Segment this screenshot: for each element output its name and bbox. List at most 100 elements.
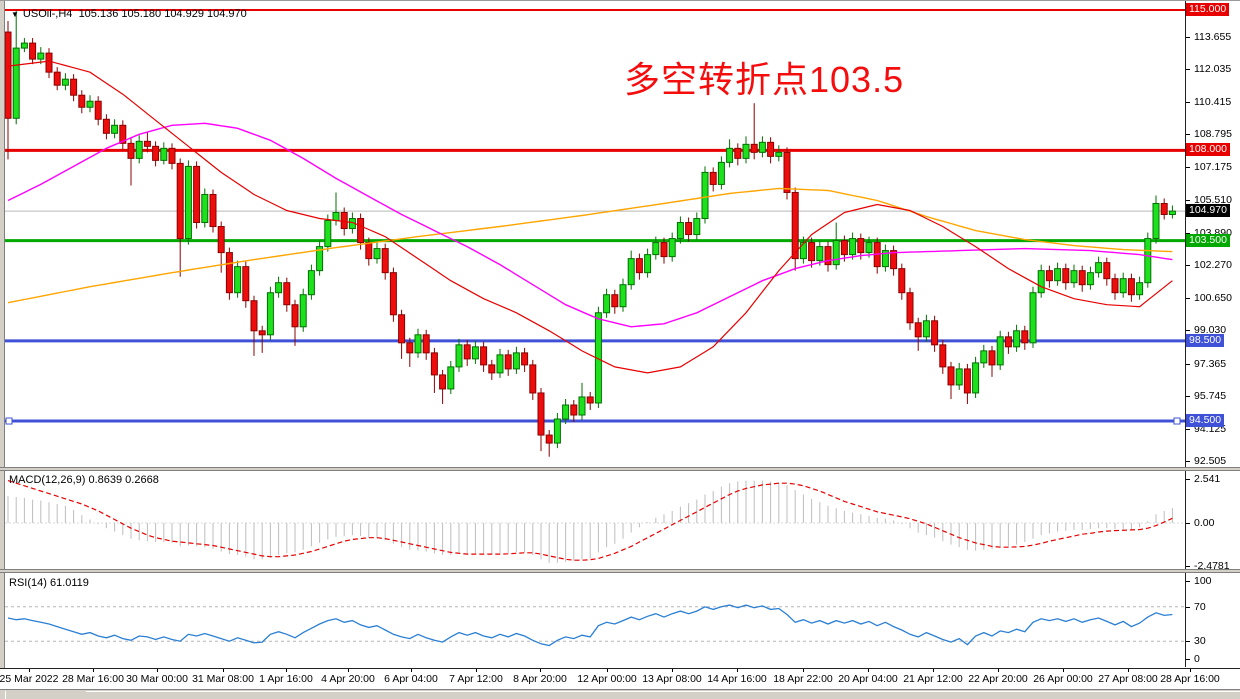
rsi-name: RSI(14) (9, 577, 47, 589)
text-annotation[interactable]: 多空转折点103.5 (624, 59, 905, 100)
macd-values: 0.8639 0.2668 (88, 474, 159, 486)
time-tick-label: 31 Mar 08:00 (192, 673, 254, 685)
axis-tick-label: 108.795 (1194, 128, 1232, 140)
axis-tick-mark (1186, 233, 1190, 234)
axis-tick-mark (1186, 461, 1190, 462)
macd-histogram (7, 480, 1173, 563)
axis-tick-label: 110.415 (1194, 96, 1232, 108)
candles-group (4, 10, 1176, 457)
time-axis[interactable]: 25 Mar 2022 28 Mar 16:00 30 Mar 00:00 31 Ma… (0, 668, 1240, 689)
panel-separator-macd-rsi[interactable] (0, 569, 1240, 573)
axis-tick-mark (1186, 429, 1190, 430)
axis-tick-label: 30 (1194, 635, 1206, 647)
symbol-timeframe-label: USOil-,H4 (22, 8, 73, 20)
axis-tick-mark (1186, 167, 1190, 168)
price-tag-94.500[interactable]: 94.500 (1186, 414, 1225, 427)
axis-tick-mark (1186, 659, 1190, 660)
axis-tick-label: 105.510 (1194, 194, 1232, 206)
axis-tick-label: 112.035 (1194, 63, 1232, 75)
chart-tabs-rest (86, 691, 1240, 699)
level-handle[interactable] (5, 417, 13, 425)
axis-tick-mark (1186, 607, 1190, 608)
price-tag-115.000[interactable]: 115.000 (1186, 3, 1230, 16)
time-tick-label: 14 Apr 16:00 (707, 673, 767, 685)
panel-separator-main-macd[interactable] (0, 467, 1240, 471)
axis-tick-label: 97.365 (1194, 358, 1227, 370)
time-tick-label: 4 Apr 20:00 (321, 673, 375, 685)
time-tick-label: 1 Apr 16:00 (259, 673, 313, 685)
level-handle[interactable] (1173, 417, 1181, 425)
time-tick-mark (803, 669, 804, 672)
price-tag-104.970[interactable]: 104.970 (1186, 204, 1230, 217)
axis-tick-label: 2.541 (1194, 473, 1221, 485)
time-tick-label: 28 Mar 16:00 (62, 673, 124, 685)
time-tick-mark (1128, 669, 1129, 672)
time-tick-mark (607, 669, 608, 672)
price-tag-103.500[interactable]: 103.500 (1186, 234, 1230, 247)
window-left-border (0, 1, 5, 699)
time-tick-label: 6 Apr 04:00 (384, 673, 438, 685)
time-tick-mark (868, 669, 869, 672)
time-tick-mark (286, 669, 287, 672)
axis-tick-mark (1186, 330, 1190, 331)
axis-tick-mark (1186, 265, 1190, 266)
axis-tick-mark (1186, 134, 1190, 135)
time-tick-label: 22 Apr 20:00 (968, 673, 1028, 685)
time-tick-mark (476, 669, 477, 672)
axis-tick-label: 107.175 (1194, 161, 1232, 173)
time-tick-mark (540, 669, 541, 672)
axis-tick-mark (1186, 581, 1190, 582)
price-tag-108.000[interactable]: 108.000 (1186, 143, 1230, 156)
rsi-line (7, 604, 1173, 647)
axis-tick-mark (1186, 298, 1190, 299)
axis-tick-label: 102.270 (1194, 259, 1232, 271)
axis-tick-mark (1186, 523, 1190, 524)
ma-mid-line (7, 122, 1173, 328)
axis-tick-mark (1186, 200, 1190, 201)
time-tick-label: 26 Apr 00:00 (1033, 673, 1093, 685)
time-tick-mark (348, 669, 349, 672)
time-tick-mark (411, 669, 412, 672)
chart-title: ▼ USOil-,H4 105.136 105.180 104.929 104.9… (11, 8, 247, 20)
axis-tick-mark (1186, 396, 1190, 397)
rsi-indicator-label: RSI(14) 61.0119 (9, 577, 89, 589)
time-tick-label: 20 Apr 04:00 (838, 673, 898, 685)
price-axis-border (1185, 1, 1186, 667)
axis-tick-mark (1186, 102, 1190, 103)
axis-tick-label: 113.655 (1194, 31, 1232, 43)
axis-tick-mark (1186, 479, 1190, 480)
time-tick-mark (933, 669, 934, 672)
time-tick-label: 21 Apr 12:00 (903, 673, 963, 685)
ohlc-readout: 105.136 105.180 104.929 104.970 (78, 8, 247, 20)
time-tick-mark (93, 669, 94, 672)
axis-tick-label: 0.00 (1194, 517, 1215, 529)
time-tick-label: 8 Apr 20:00 (513, 673, 567, 685)
time-tick-label: 18 Apr 22:00 (773, 673, 833, 685)
ma-slow-line (7, 187, 1173, 304)
time-tick-mark (737, 669, 738, 672)
time-tick-mark (157, 669, 158, 672)
chart-tabs-bar[interactable] (0, 689, 1240, 699)
time-tick-mark (1190, 669, 1191, 672)
axis-tick-mark (1186, 364, 1190, 365)
macd-indicator-label: MACD(12,26,9) 0.8639 0.2668 (9, 474, 159, 486)
rsi-value: 61.0119 (49, 577, 89, 589)
time-tick-mark (672, 669, 673, 672)
axis-tick-label: 95.745 (1194, 390, 1227, 402)
time-tick-label: 27 Apr 08:00 (1098, 673, 1158, 685)
axis-tick-label: 100.650 (1194, 292, 1232, 304)
time-tick-label: 7 Apr 12:00 (449, 673, 503, 685)
ma-fast-line (7, 60, 1173, 374)
time-tick-label: 28 Apr 16:00 (1160, 673, 1220, 685)
time-tick-label: 13 Apr 08:00 (642, 673, 702, 685)
time-tick-label: 25 Mar 2022 (0, 673, 59, 685)
symbol-dropdown-icon[interactable]: ▼ (11, 10, 19, 19)
macd-name: MACD(12,26,9) (9, 474, 86, 486)
time-tick-mark (223, 669, 224, 672)
axis-tick-label: 100 (1194, 575, 1212, 587)
price-tag-98.500[interactable]: 98.500 (1186, 334, 1225, 347)
time-tick-label: 30 Mar 00:00 (126, 673, 188, 685)
axis-tick-mark (1186, 566, 1190, 567)
